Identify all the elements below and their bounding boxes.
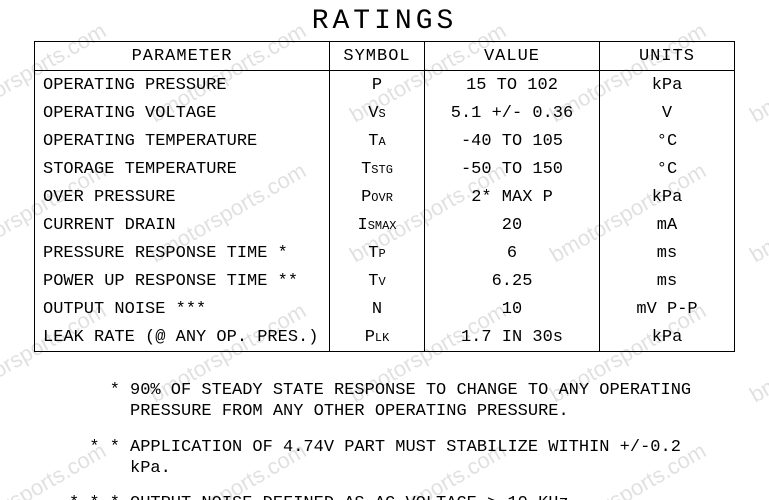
cell-parameter: OUTPUT NOISE *** [35, 295, 330, 323]
cell-parameter: CURRENT DRAIN [35, 211, 330, 239]
table-row: OVER PRESSUREPOVR2* MAX PkPa [35, 183, 735, 211]
table-row: OUTPUT NOISE *** N 10mV P-P [35, 295, 735, 323]
cell-units: mV P-P [600, 295, 735, 323]
cell-symbol: TV [330, 267, 425, 295]
cell-parameter: PRESSURE RESPONSE TIME * [35, 239, 330, 267]
cell-symbol: VS [330, 99, 425, 127]
footnote: *90% OF STEADY STATE RESPONSE TO CHANGE … [50, 380, 719, 423]
cell-parameter: OVER PRESSURE [35, 183, 330, 211]
cell-symbol: POVR [330, 183, 425, 211]
symbol-main: V [368, 104, 378, 123]
table-row: STORAGE TEMPERATURETSTG-50 TO 150°C [35, 155, 735, 183]
footnote-mark: * * * [50, 493, 130, 500]
symbol-main: N [372, 300, 382, 319]
cell-parameter: OPERATING VOLTAGE [35, 99, 330, 127]
cell-value: -40 TO 105 [425, 127, 600, 155]
cell-value: 1.7 IN 30s [425, 323, 600, 352]
cell-value: 20 [425, 211, 600, 239]
cell-symbol: ISMAX [330, 211, 425, 239]
cell-value: 2* MAX P [425, 183, 600, 211]
table-row: POWER UP RESPONSE TIME **TV6.25ms [35, 267, 735, 295]
cell-symbol: P [330, 71, 425, 100]
ratings-table: PARAMETER SYMBOL VALUE UNITS OPERATING P… [34, 41, 735, 352]
cell-symbol: TP [330, 239, 425, 267]
cell-value: 10 [425, 295, 600, 323]
footnote-text: OUTPUT NOISE DEFINED AS AC VOLTAGE > 10 … [130, 493, 719, 500]
cell-symbol: PLK [330, 323, 425, 352]
cell-units: °C [600, 155, 735, 183]
cell-units: ms [600, 239, 735, 267]
cell-units: mA [600, 211, 735, 239]
symbol-sub: S [379, 107, 386, 121]
cell-units: V [600, 99, 735, 127]
cell-parameter: POWER UP RESPONSE TIME ** [35, 267, 330, 295]
table-header-row: PARAMETER SYMBOL VALUE UNITS [35, 42, 735, 71]
col-header-symbol: SYMBOL [330, 42, 425, 71]
symbol-sub: A [379, 135, 386, 149]
cell-parameter: LEAK RATE (@ ANY OP. PRES.) [35, 323, 330, 352]
symbol-main: P [361, 188, 371, 207]
col-header-parameter: PARAMETER [35, 42, 330, 71]
cell-value: 6 [425, 239, 600, 267]
cell-symbol: N [330, 295, 425, 323]
footnote: * *APPLICATION OF 4.74V PART MUST STABIL… [50, 437, 719, 480]
table-row: LEAK RATE (@ ANY OP. PRES.)PLK1.7 IN 30s… [35, 323, 735, 352]
symbol-main: I [357, 216, 367, 235]
cell-units: kPa [600, 183, 735, 211]
cell-units: °C [600, 127, 735, 155]
cell-value: 15 TO 102 [425, 71, 600, 100]
cell-units: ms [600, 267, 735, 295]
cell-value: 6.25 [425, 267, 600, 295]
cell-units: kPa [600, 71, 735, 100]
symbol-main: P [365, 328, 375, 347]
cell-symbol: TSTG [330, 155, 425, 183]
cell-symbol: TA [330, 127, 425, 155]
cell-value: 5.1 +/- 0.36 [425, 99, 600, 127]
symbol-sub: P [379, 247, 386, 261]
footnote-mark: * [50, 380, 130, 423]
cell-parameter: OPERATING PRESSURE [35, 71, 330, 100]
cell-parameter: OPERATING TEMPERATURE [35, 127, 330, 155]
cell-value: -50 TO 150 [425, 155, 600, 183]
cell-parameter: STORAGE TEMPERATURE [35, 155, 330, 183]
footnote-text: 90% OF STEADY STATE RESPONSE TO CHANGE T… [130, 380, 719, 423]
table-row: OPERATING PRESSURE P 15 TO 102kPa [35, 71, 735, 100]
symbol-main: T [368, 272, 378, 291]
table-row: OPERATING VOLTAGEVS5.1 +/- 0.36V [35, 99, 735, 127]
col-header-value: VALUE [425, 42, 600, 71]
symbol-sub: V [379, 275, 386, 289]
page-title: RATINGS [0, 0, 769, 41]
symbol-sub: OVR [371, 191, 393, 205]
symbol-sub: SMAX [368, 219, 397, 233]
table-row: CURRENT DRAINISMAX20mA [35, 211, 735, 239]
table-row: OPERATING TEMPERATURETA-40 TO 105°C [35, 127, 735, 155]
symbol-main: T [368, 132, 378, 151]
symbol-main: P [372, 76, 382, 95]
footnotes: *90% OF STEADY STATE RESPONSE TO CHANGE … [50, 380, 719, 500]
footnote-mark: * * [50, 437, 130, 480]
cell-units: kPa [600, 323, 735, 352]
footnote: * * *OUTPUT NOISE DEFINED AS AC VOLTAGE … [50, 493, 719, 500]
table-row: PRESSURE RESPONSE TIME *TP6ms [35, 239, 735, 267]
col-header-units: UNITS [600, 42, 735, 71]
symbol-sub: STG [371, 163, 393, 177]
footnote-text: APPLICATION OF 4.74V PART MUST STABILIZE… [130, 437, 719, 480]
symbol-main: T [361, 160, 371, 179]
symbol-sub: LK [375, 331, 389, 345]
symbol-main: T [368, 244, 378, 263]
